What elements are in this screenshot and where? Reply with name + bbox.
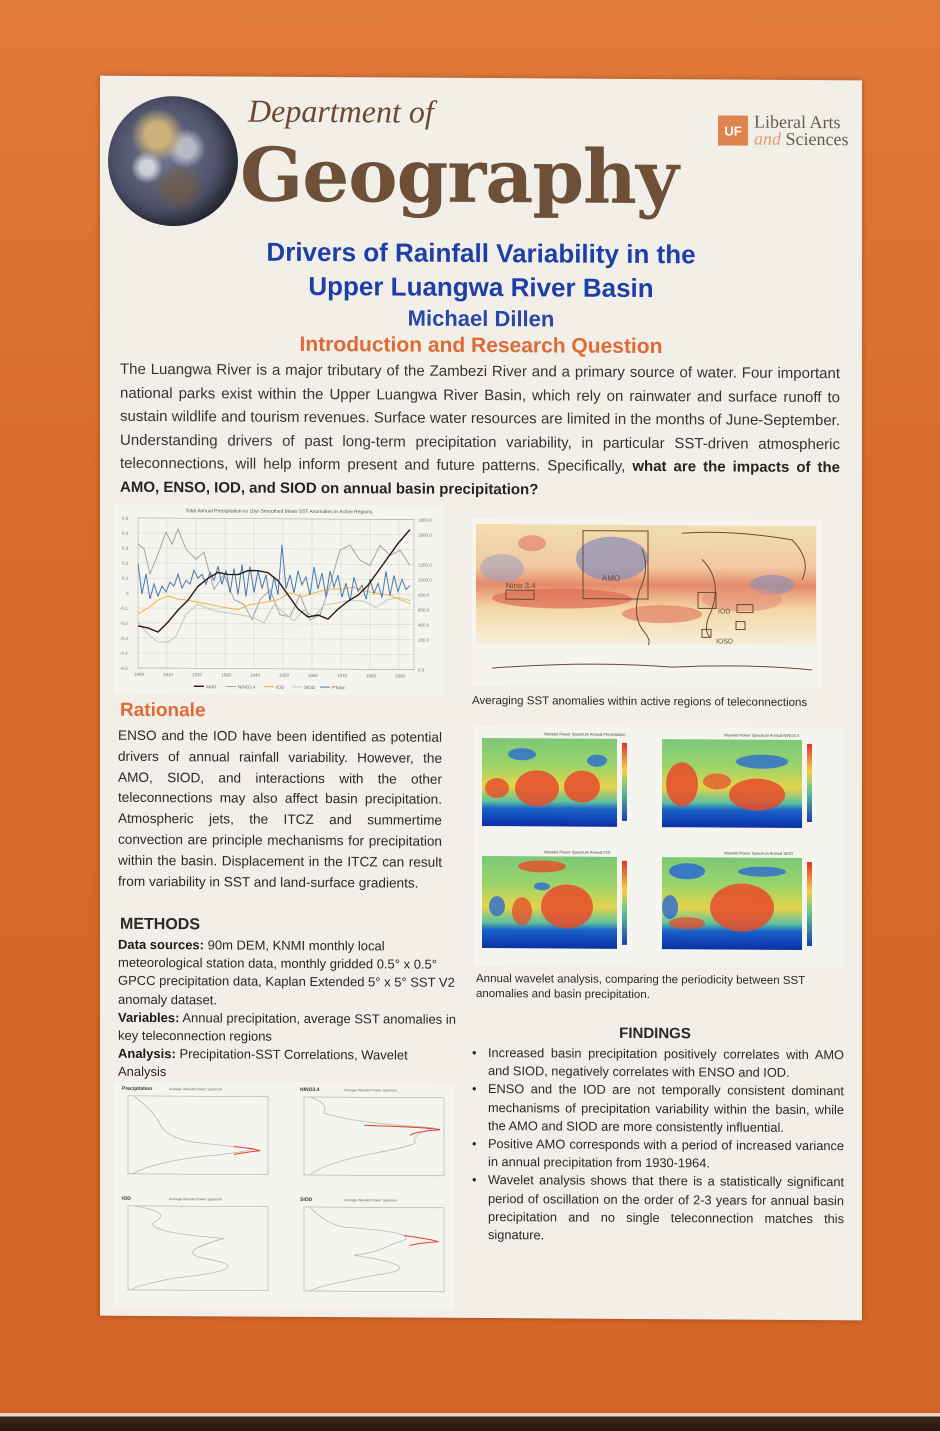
- poster-title-line2: Upper Luangwa River Basin: [308, 270, 654, 304]
- svg-text:0.0: 0.0: [418, 668, 425, 673]
- chart-legend: AMO NINO3.4 IOD SIOD PTotal: [194, 684, 345, 690]
- svg-text:Wavelet Power Spectrum Annual: Wavelet Power Spectrum Annual SIOD: [724, 850, 793, 855]
- findings-heading: FINDINGS: [619, 1024, 691, 1043]
- svg-text:Average Wavelet Power Spectrum: Average Wavelet Power Spectrum: [169, 1197, 222, 1201]
- logo-and: and: [754, 128, 781, 149]
- logo-line2: Sciences: [785, 128, 849, 150]
- svg-text:1900: 1900: [134, 672, 145, 677]
- svg-text:-0.3: -0.3: [120, 636, 128, 641]
- sst-precip-line-chart: Total Annual Precipitation vs 10yr Smoot…: [114, 503, 444, 696]
- uf-logo: UF Liberal Arts and Sciences: [718, 112, 849, 150]
- globe-icon: [108, 95, 238, 227]
- average-power-spectra: Precipitation NINO3.4 IOD SIOD Average W…: [114, 1081, 454, 1310]
- svg-text:Nino 3.4: Nino 3.4: [506, 581, 536, 590]
- svg-text:-0.1: -0.1: [120, 606, 128, 611]
- svg-text:1000.0: 1000.0: [418, 578, 432, 583]
- svg-text:1960: 1960: [308, 673, 319, 678]
- svg-text:-0.2: -0.2: [120, 621, 128, 626]
- finding-item: Positive AMO corresponds with a period o…: [472, 1135, 844, 1174]
- wavelet-nino34: Wavelet Power Spectrum Annual NINO3.4: [662, 732, 812, 828]
- chart-title: Total Annual Precipitation vs 10yr Smoot…: [186, 508, 373, 515]
- svg-text:1920: 1920: [192, 672, 203, 677]
- svg-text:600.0: 600.0: [418, 608, 430, 613]
- author-name: Michael Dillen: [407, 305, 555, 332]
- svg-text:0.6: 0.6: [122, 516, 129, 521]
- finding-item: Increased basin precipitation positively…: [472, 1044, 844, 1083]
- svg-text:1910: 1910: [163, 672, 174, 677]
- poster-title-line1: Drivers of Rainfall Variability in the: [266, 236, 696, 270]
- svg-text:SIOD: SIOD: [300, 1197, 313, 1203]
- department-name: Geography: [240, 132, 678, 222]
- svg-text:IOD: IOD: [122, 1196, 131, 1202]
- methods-heading: METHODS: [120, 915, 200, 934]
- svg-text:0.3: 0.3: [122, 546, 129, 551]
- svg-text:1800.0: 1800.0: [418, 518, 432, 523]
- svg-text:1940: 1940: [250, 673, 261, 678]
- svg-text:NINO3.4: NINO3.4: [300, 1087, 320, 1093]
- svg-text:Average Wavelet Power Spectrum: Average Wavelet Power Spectrum: [344, 1198, 397, 1202]
- svg-text:IOD: IOD: [718, 608, 730, 615]
- rationale-heading: Rationale: [120, 699, 206, 722]
- svg-text:1980: 1980: [366, 673, 377, 678]
- svg-text:Wavelet Power Spectrum Annual: Wavelet Power Spectrum Annual IOD: [544, 849, 611, 854]
- svg-text:1990: 1990: [395, 673, 406, 678]
- svg-text:Wavelet Power Spectrum Annual: Wavelet Power Spectrum Annual NINO3.4: [724, 732, 800, 737]
- wavelet-siod: Wavelet Power Spectrum Annual SIOD: [662, 850, 812, 950]
- sst-anomaly-map: AMO Nino 3.4 IOD IOSD: [472, 517, 822, 689]
- svg-text:800.0: 800.0: [418, 593, 430, 598]
- svg-text:1970: 1970: [337, 673, 348, 678]
- svg-text:Precipitation: Precipitation: [122, 1086, 152, 1092]
- svg-text:1930: 1930: [221, 672, 232, 677]
- finding-item: Wavelet analysis shows that there is a s…: [472, 1171, 844, 1246]
- map-caption: Averaging SST anomalies within active re…: [472, 694, 808, 709]
- svg-text:PTotal: PTotal: [332, 685, 345, 690]
- frame-edge: [0, 1413, 940, 1431]
- nino-region-box: [505, 589, 535, 600]
- svg-text:0.1: 0.1: [122, 576, 129, 581]
- svg-text:1950: 1950: [279, 673, 290, 678]
- intro-heading: Introduction and Research Question: [299, 332, 663, 359]
- uf-logo-mark: UF: [718, 115, 748, 146]
- svg-text:NINO3.4: NINO3.4: [238, 685, 256, 690]
- svg-text:-0.4: -0.4: [120, 651, 128, 656]
- svg-text:AMO: AMO: [602, 574, 620, 583]
- svg-text:Average Wavelet Power Spectrum: Average Wavelet Power Spectrum: [344, 1088, 397, 1092]
- svg-text:SIOD: SIOD: [304, 685, 316, 690]
- svg-text:IOSD: IOSD: [716, 638, 733, 645]
- wavelet-iod: Wavelet Power Spectrum Annual IOD: [482, 849, 627, 949]
- methods-body: Data sources: 90m DEM, KNMI monthly loca…: [118, 936, 456, 1080]
- poster: Department of Geography UF Liberal Arts …: [100, 75, 862, 1321]
- svg-text:0.4: 0.4: [122, 531, 129, 536]
- svg-text:1200.0: 1200.0: [418, 563, 432, 568]
- finding-item: ENSO and the IOD are not temporally cons…: [472, 1080, 844, 1137]
- svg-text:-0.5: -0.5: [120, 666, 128, 671]
- svg-text:400.0: 400.0: [418, 623, 430, 628]
- wavelet-precip: Wavelet Power Spectrum Annual Precipitat…: [482, 731, 627, 827]
- wavelet-caption: Annual wavelet analysis, comparing the p…: [476, 972, 805, 1002]
- wavelet-panels: Wavelet Power Spectrum Annual Precipitat…: [474, 725, 844, 969]
- findings-list: Increased basin precipitation positively…: [472, 1044, 844, 1247]
- svg-text:Wavelet Power Spectrum Annual: Wavelet Power Spectrum Annual Precipitat…: [544, 731, 625, 736]
- svg-text:AMO: AMO: [206, 684, 217, 689]
- svg-text:1600.0: 1600.0: [418, 533, 432, 538]
- svg-text:0.2: 0.2: [122, 561, 129, 566]
- rationale-body: ENSO and the IOD have been identified as…: [118, 727, 442, 891]
- svg-text:Average Wavelet Power Spectrum: Average Wavelet Power Spectrum: [169, 1087, 222, 1091]
- amo-region-box: [582, 530, 649, 600]
- line-chart-svg: Total Annual Precipitation vs 10yr Smoot…: [120, 508, 432, 690]
- intro-paragraph: The Luangwa River is a major tributary o…: [120, 358, 840, 503]
- svg-text:0: 0: [126, 591, 129, 596]
- svg-text:IOD: IOD: [276, 685, 285, 690]
- department-prefix: Department of: [248, 92, 434, 130]
- svg-text:200.0: 200.0: [418, 638, 430, 643]
